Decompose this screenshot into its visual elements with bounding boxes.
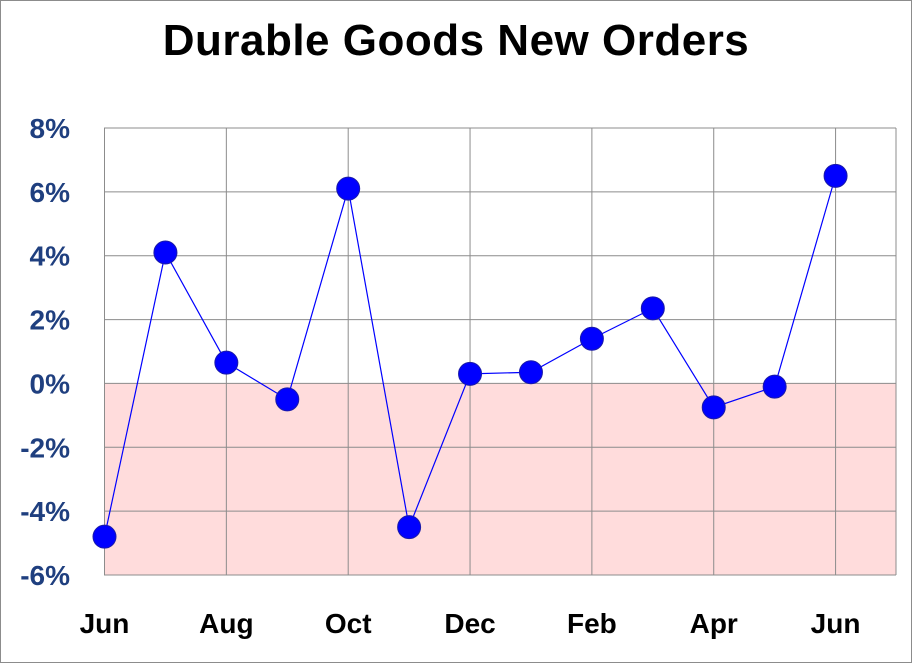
x-tick-label: Jun xyxy=(80,608,130,639)
negative-region xyxy=(104,383,896,575)
y-tick-label: -2% xyxy=(20,432,70,463)
y-tick-label: 8% xyxy=(30,113,71,144)
y-tick-label: 2% xyxy=(30,305,71,336)
x-tick-label: Jun xyxy=(811,608,861,639)
x-tick-label: Dec xyxy=(444,608,495,639)
x-axis-ticks: Jun Aug Oct Dec Feb Apr Jun xyxy=(80,608,861,639)
y-tick-label: 0% xyxy=(30,368,71,399)
x-tick-label: Aug xyxy=(199,608,253,639)
data-points xyxy=(92,163,848,549)
x-tick-label: Apr xyxy=(690,608,738,639)
data-point xyxy=(640,296,665,321)
data-point xyxy=(823,163,848,188)
y-tick-label: -4% xyxy=(20,496,70,527)
y-axis-ticks: 8% 6% 4% 2% 0% -2% -4% -6% xyxy=(20,113,70,591)
data-point xyxy=(214,350,239,375)
y-tick-label: -6% xyxy=(20,560,70,591)
data-point xyxy=(579,326,604,351)
x-tick-label: Feb xyxy=(567,608,617,639)
data-point xyxy=(701,395,726,420)
gridlines xyxy=(104,127,897,576)
negative-region-layer xyxy=(104,383,896,575)
data-point xyxy=(275,387,300,412)
data-point xyxy=(336,176,361,201)
y-tick-label: 6% xyxy=(30,177,71,208)
data-point xyxy=(458,361,483,386)
x-tick-label: Oct xyxy=(325,608,372,639)
data-point xyxy=(397,515,422,540)
data-point xyxy=(92,524,117,549)
y-tick-label: 4% xyxy=(30,241,71,272)
data-point xyxy=(153,240,178,265)
chart-title: Durable Goods New Orders xyxy=(162,16,750,65)
data-point xyxy=(762,374,787,399)
data-point xyxy=(518,360,543,385)
